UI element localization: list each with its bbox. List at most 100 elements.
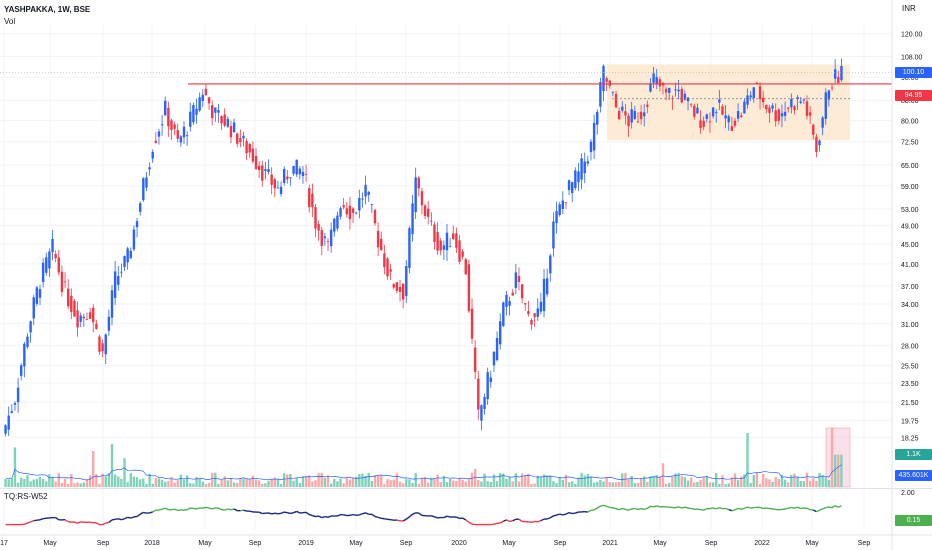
candle-body (417, 177, 421, 189)
candle-body (167, 107, 170, 127)
candle-body (145, 177, 148, 188)
volume-bar (498, 473, 502, 487)
candle-body (680, 89, 683, 103)
candle-body (361, 198, 364, 200)
candle-body (380, 238, 383, 251)
volume-bar (730, 477, 734, 487)
candle-body (85, 319, 89, 320)
candle-body (57, 257, 60, 273)
rs-segment (359, 513, 363, 516)
rs-segment (74, 521, 78, 524)
volume-bar (192, 483, 195, 487)
rs-segment (177, 509, 182, 512)
rs-segment (493, 522, 498, 525)
candle-body (796, 97, 799, 100)
rs-segment (822, 506, 827, 510)
volume-bar (85, 479, 89, 487)
price-axis[interactable]: 120.00 108.00 98.00 88.00 80.00 72.50 65.00 59.… (891, 0, 923, 550)
candle-body (386, 258, 389, 277)
indicator-label[interactable]: TQ:RS-W52 (4, 492, 48, 501)
candle-body (408, 228, 411, 268)
volume-bar (123, 458, 126, 487)
candle-body (248, 143, 251, 153)
rs-segment (834, 505, 839, 508)
candle-body (210, 105, 214, 119)
candle-body (70, 295, 73, 312)
volume-bar (711, 482, 715, 487)
volume-bar (26, 475, 29, 487)
rs-segment (650, 505, 654, 508)
volume-bar (445, 482, 449, 487)
volume-bar (611, 482, 615, 487)
volume-bar (790, 474, 793, 487)
volume-bar (605, 477, 608, 487)
volume-bar (473, 469, 477, 487)
volume-bar (758, 484, 762, 487)
symbol-title[interactable]: YASHPAKKA, 1W, BSE (4, 5, 91, 14)
rs-segment (509, 520, 513, 523)
volume-bar (621, 473, 624, 487)
time-axis[interactable]: 17 May Sep 2018 May Sep 2019 May Sep 2020 May Sep 20… (0, 534, 932, 547)
price-tick-label: 34.00 (901, 302, 919, 309)
candle-body (142, 178, 145, 201)
candle-body (66, 288, 70, 307)
candle-body (768, 107, 771, 113)
volume-label[interactable]: Vol (4, 17, 16, 26)
rs-segment (136, 513, 141, 518)
candle-body (802, 99, 806, 101)
candle-body (245, 141, 248, 154)
candle-body (32, 297, 35, 319)
rs-segment (684, 506, 689, 509)
volume-bar (580, 472, 583, 487)
candle-body (392, 284, 395, 288)
volume-bar (708, 482, 712, 487)
candle-body (787, 107, 790, 109)
volume-bar (508, 477, 511, 487)
candle-body (470, 308, 474, 339)
volume-bar (802, 481, 806, 487)
volume-bar (533, 483, 536, 487)
candle-body (436, 232, 439, 251)
candle-body (405, 266, 408, 296)
volume-bar (436, 474, 439, 487)
volume-bar (223, 476, 226, 487)
volume-bar (655, 474, 658, 487)
volume-bar (549, 475, 552, 487)
rs-segment (575, 511, 579, 514)
volume-bar (433, 477, 436, 487)
candle-body (232, 122, 236, 133)
rs-segment (412, 512, 416, 515)
rs-segment (305, 511, 310, 516)
volume-bar (755, 472, 759, 487)
candle-body (799, 101, 802, 103)
volume-bar (392, 479, 395, 487)
rs-segment (700, 508, 704, 511)
rs-segment (230, 508, 235, 511)
candle-body (48, 251, 51, 269)
volume-bar (110, 443, 114, 487)
volume-bar (646, 481, 649, 487)
rs-segment (208, 507, 213, 510)
rs-segment (512, 518, 517, 522)
rs-segment (171, 508, 175, 511)
rs-segment (728, 508, 733, 512)
candle-body (445, 232, 449, 251)
candle-body (217, 109, 220, 113)
rs-segment (644, 507, 648, 510)
time-tick-label: 2022 (754, 540, 770, 547)
volume-bar (771, 481, 774, 487)
volume-bar (527, 473, 530, 487)
volume-bar (780, 474, 784, 487)
volume-bar (292, 480, 295, 487)
rs-segment (39, 517, 44, 521)
candle-body (104, 334, 107, 355)
volume-bar (486, 481, 489, 487)
volume-bar (458, 477, 461, 487)
volume-bar (589, 476, 593, 487)
rs-segment (831, 505, 836, 509)
candle-body (564, 202, 568, 204)
volume-bar (837, 454, 840, 487)
rs-segment (690, 507, 695, 510)
rs-segment (784, 507, 789, 510)
